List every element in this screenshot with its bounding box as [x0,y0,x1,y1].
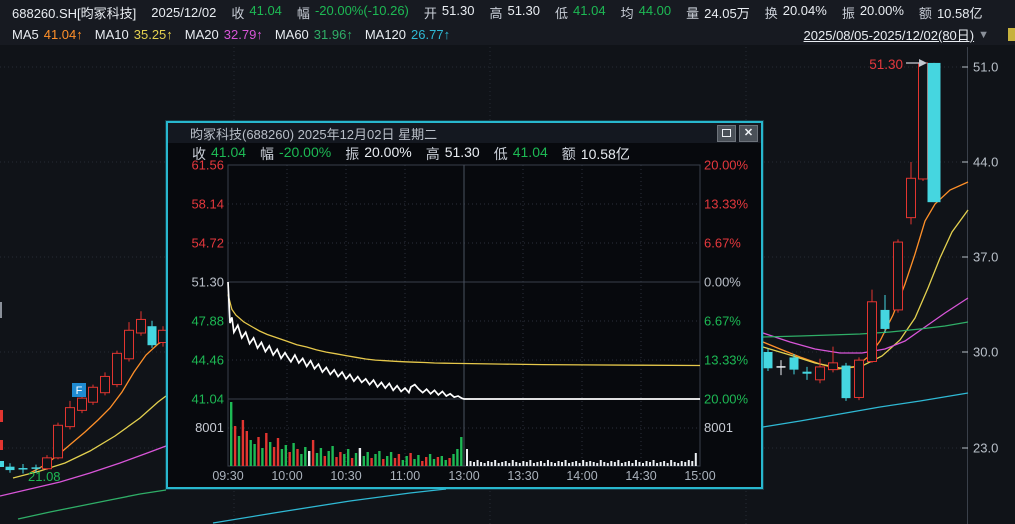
svg-text:13.33%: 13.33% [704,197,749,212]
quote-field-开: 开 51.30 [423,2,475,21]
daily-candles [5,60,941,474]
quote-field-额: 额 10.58亿 [918,5,983,21]
svg-text:13:30: 13:30 [507,469,538,483]
intraday-grid [227,164,701,467]
quote-bar: 688260.SH[昀冢科技] 2025/12/02 收 41.04 幅 -20.00… [0,0,1015,24]
svg-text:F: F [76,385,83,397]
svg-text:41.04: 41.04 [191,392,224,407]
ma-field-MA10: MA10 35.25↑ [94,27,173,42]
quote-field-收: 收 41.04 [192,144,247,162]
quote-field-量: 量 24.05万 [686,5,750,21]
svg-text:6.67%: 6.67% [704,314,741,329]
ma-field-MA20: MA20 32.79↑ [184,27,263,42]
quote-field-幅: 幅 -20.00%(-10.26) [296,2,409,21]
low-price-label: 21.08 [28,469,61,484]
price-line [227,281,700,400]
svg-text:10:00: 10:00 [271,469,302,483]
quote-field-换: 换 20.04% [764,2,827,21]
ma-field-MA120: MA120 26.77↑ [364,27,451,42]
svg-text:15:00: 15:00 [684,469,715,483]
last-price-label: 51.30 [869,57,903,72]
popup-title: 昀冢科技(688260) 2025年12月02日 星期二 [190,126,438,142]
close-button[interactable]: ✕ [739,124,758,142]
quote-field-收: 收 41.04 [231,2,282,21]
svg-text:11:00: 11:00 [390,469,420,483]
chevron-down-icon[interactable]: ▼ [978,28,989,41]
quote-field-低: 低 41.04 [555,2,606,21]
svg-text:10:30: 10:30 [330,469,361,483]
svg-text:0.00%: 0.00% [704,275,741,290]
ma-field-MA60: MA60 31.96↑ [274,27,353,42]
average-price-line [227,294,701,367]
quote-field-振: 振 20.00% [345,144,412,162]
quote-field-幅: 幅 -20.00% [260,144,332,162]
svg-text:20.00%: 20.00% [704,392,749,407]
svg-text:6.67%: 6.67% [704,236,741,251]
quote-field-高: 高 51.30 [489,2,541,21]
svg-text:47.88: 47.88 [191,314,224,329]
svg-text:14:30: 14:30 [625,469,656,483]
svg-text:30.0: 30.0 [973,345,998,360]
svg-text:20.00%: 20.00% [704,158,749,173]
ma-indicator-bar: MA5 41.04↑ MA10 35.25↑ MA20 32.79↑ MA60 31.96↑ M… [0,24,1015,45]
intraday-popup-window: 昀冢科技(688260) 2025年12月02日 星期二 ✕ 收 41.04 幅 -2… [166,121,763,489]
svg-text:09:30: 09:30 [212,469,243,483]
ma-values: MA5 41.04↑ MA10 35.25↑ MA20 32.79↑ MA60 31.96↑ M… [12,27,450,42]
quote-field-高: 高 51.30 [425,144,480,162]
symbol-name[interactable]: 688260.SH[昀冢科技] [12,5,137,21]
quote-date: 2025/12/02 [151,4,217,20]
quote-fields: 收 41.04 幅 -20.00%(-10.26) 开 51.30 高 51.30 低 41.04… [231,3,982,22]
svg-text:44.0: 44.0 [973,155,998,170]
svg-text:8001: 8001 [195,420,224,435]
quote-field-额: 额 10.58亿 [561,146,630,162]
intraday-axis-labels: 61.56 58.14 54.72 51.30 47.88 44.46 41.04 20.00… [191,158,748,484]
ma-field-MA5: MA5 41.04↑ [12,27,83,42]
daily-y-axis-labels: 51.0 44.0 37.0 30.0 23.0 [962,60,998,456]
svg-text:13:00: 13:00 [448,469,479,483]
quote-field-均: 均 44.00 [620,2,672,21]
close-icon: ✕ [743,126,754,139]
svg-text:58.14: 58.14 [191,197,224,212]
arrow-right-icon [919,59,927,67]
svg-text:13.33%: 13.33% [704,353,749,368]
svg-text:44.46: 44.46 [191,353,224,368]
popup-title-bar[interactable]: 昀冢科技(688260) 2025年12月02日 星期二 ✕ [168,123,761,143]
edge-candle-fragments [0,302,4,467]
quote-field-低: 低 41.04 [493,144,548,162]
date-range-selector[interactable]: 2025/08/05-2025/12/02(80日) [803,28,975,43]
svg-text:51.30: 51.30 [191,275,224,290]
daily-annotations: 51.30 F 21.08 [28,57,927,484]
svg-text:23.0: 23.0 [973,441,998,456]
maximize-icon [722,129,731,137]
svg-text:54.72: 54.72 [191,236,224,251]
intraday-lines [227,281,701,400]
quote-field-振: 振 20.00% [841,2,904,21]
maximize-button[interactable] [717,124,736,142]
partial-icon [1008,28,1015,41]
svg-text:61.56: 61.56 [191,158,224,173]
intraday-volume-bars [230,402,697,466]
intraday-chart[interactable]: 61.56 58.14 54.72 51.30 47.88 44.46 41.04 20.00… [168,151,761,487]
svg-text:37.0: 37.0 [973,250,998,265]
svg-text:8001: 8001 [704,420,733,435]
svg-text:51.0: 51.0 [973,60,998,75]
popup-quote-row: 收 41.04 幅 -20.00% 振 20.00% 高 51.30 低 41.04 额 10.58亿 [168,143,761,165]
svg-text:14:00: 14:00 [566,469,597,483]
f-flag-marker [72,383,86,397]
